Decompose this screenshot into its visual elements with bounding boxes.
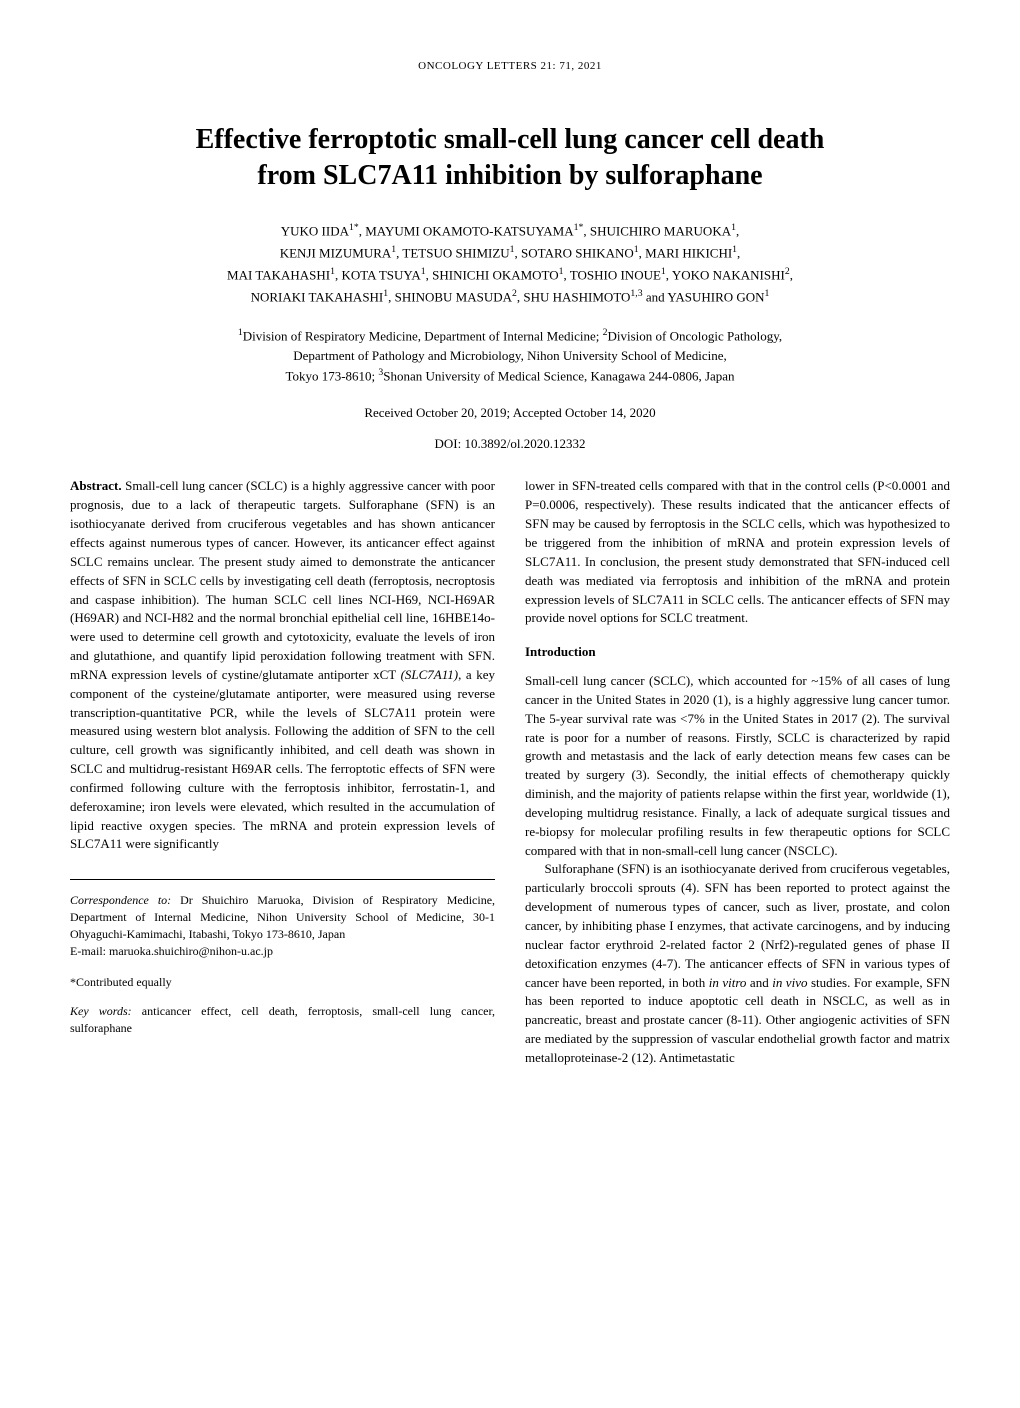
- introduction-para-1: Small-cell lung cancer (SCLC), which acc…: [525, 672, 950, 860]
- two-column-layout: Abstract. Small-cell lung cancer (SCLC) …: [70, 477, 950, 1067]
- affiliations: 1Division of Respiratory Medicine, Depar…: [70, 326, 950, 385]
- keywords-text: anticancer effect, cell death, ferroptos…: [70, 1004, 495, 1035]
- contributed-equally: *Contributed equally: [70, 972, 495, 991]
- correspondence-block: Correspondence to: Dr Shuichiro Maruoka,…: [70, 892, 495, 959]
- title-line-1: Effective ferroptotic small-cell lung ca…: [196, 124, 825, 155]
- correspondence-divider: [70, 879, 495, 880]
- left-column: Abstract. Small-cell lung cancer (SCLC) …: [70, 477, 495, 1067]
- keywords-label: Key words:: [70, 1004, 132, 1018]
- keywords-block: Key words: anticancer effect, cell death…: [70, 1003, 495, 1037]
- title-line-2: from SLC7A11 inhibition by sulforaphane: [257, 160, 762, 191]
- correspondence-email: E-mail: maruoka.shuichiro@nihon-u.ac.jp: [70, 943, 495, 960]
- journal-header: ONCOLOGY LETTERS 21: 71, 2021: [70, 60, 950, 72]
- correspondence-paragraph: Correspondence to: Dr Shuichiro Maruoka,…: [70, 892, 495, 942]
- introduction-heading: Introduction: [525, 643, 950, 662]
- introduction-para-2: Sulforaphane (SFN) is an isothiocyanate …: [525, 860, 950, 1067]
- doi: DOI: 10.3892/ol.2020.12332: [70, 436, 950, 452]
- correspondence-label: Correspondence to:: [70, 893, 171, 907]
- abstract-paragraph: Abstract. Small-cell lung cancer (SCLC) …: [70, 477, 495, 854]
- right-column: lower in SFN-treated cells compared with…: [525, 477, 950, 1067]
- abstract-continuation: lower in SFN-treated cells compared with…: [525, 477, 950, 628]
- abstract-text: Small-cell lung cancer (SCLC) is a highl…: [70, 478, 495, 851]
- received-accepted-dates: Received October 20, 2019; Accepted Octo…: [70, 405, 950, 421]
- article-title: Effective ferroptotic small-cell lung ca…: [70, 122, 950, 195]
- author-list: YUKO IIDA1*, MAYUMI OKAMOTO-KATSUYAMA1*,…: [70, 220, 950, 309]
- abstract-label: Abstract.: [70, 478, 122, 493]
